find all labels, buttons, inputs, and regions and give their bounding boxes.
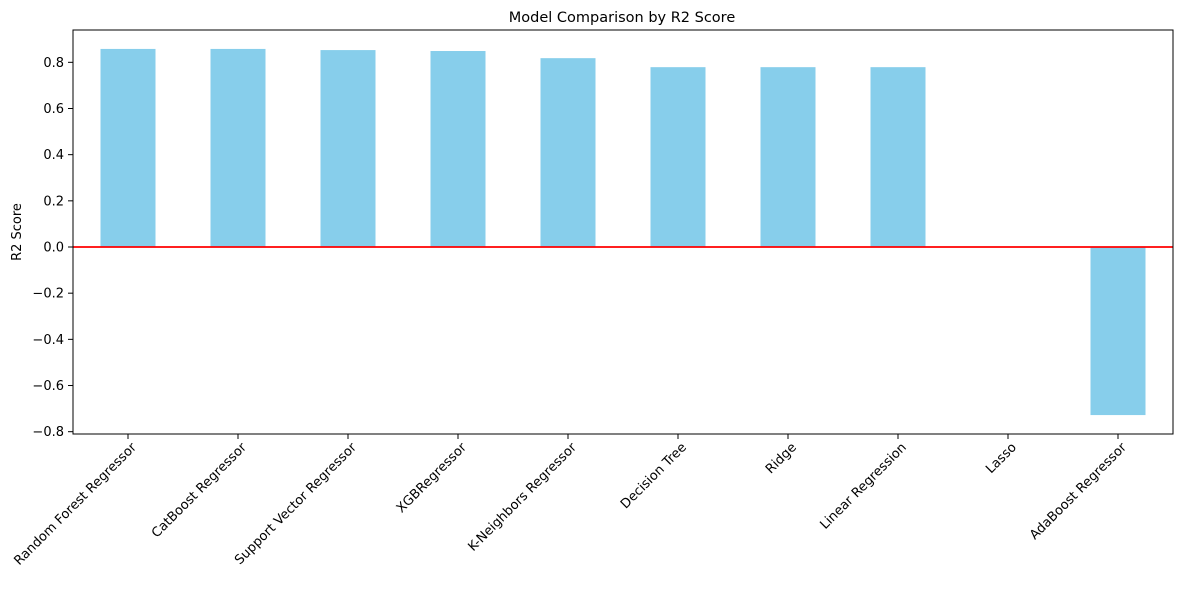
chart-title: Model Comparison by R2 Score xyxy=(509,10,736,26)
y-tick-label: 0.0 xyxy=(43,241,64,256)
bar xyxy=(870,67,926,248)
x-tick-label: Linear Regression xyxy=(817,440,909,532)
bar xyxy=(760,67,816,248)
bar xyxy=(540,58,596,248)
x-tick-label: CatBoost Regressor xyxy=(149,440,250,541)
x-tick-label: AdaBoost Regressor xyxy=(1027,440,1130,543)
bar xyxy=(430,51,486,248)
bar xyxy=(100,48,156,248)
x-tick-label: Support Vector Regressor xyxy=(232,440,360,568)
plot-frame xyxy=(72,29,1174,435)
bar xyxy=(650,67,706,248)
y-tick-label: −0.4 xyxy=(32,333,64,348)
y-axis-ticks: −0.8 −0.6 −0.4 −0.2 0.0 0.2 0.4 0.6 0.8 xyxy=(32,56,73,440)
y-axis-label: R2 Score xyxy=(10,203,25,261)
x-tick-label: Lasso xyxy=(983,440,1020,477)
x-tick-label: K-Neighbors Regressor xyxy=(465,440,580,555)
x-tick-label: Random Forest Regressor xyxy=(11,440,140,569)
y-tick-label: −0.6 xyxy=(32,379,64,394)
bars-layer xyxy=(100,48,1146,416)
y-tick-label: 0.6 xyxy=(43,102,64,117)
bar xyxy=(320,50,376,248)
y-tick-label: 0.2 xyxy=(43,194,64,209)
y-tick-label: −0.2 xyxy=(32,287,64,302)
bar xyxy=(210,48,266,248)
y-tick-label: 0.8 xyxy=(43,56,64,71)
x-axis-ticks: Random Forest Regressor CatBoost Regresso… xyxy=(11,434,1130,569)
y-tick-label: 0.4 xyxy=(43,148,64,163)
y-tick-label: −0.8 xyxy=(32,425,64,440)
bar xyxy=(1090,247,1146,416)
x-tick-label: XGBRegressor xyxy=(394,440,470,516)
x-tick-label: Ridge xyxy=(763,440,800,477)
x-tick-label: Decision Tree xyxy=(618,440,690,512)
